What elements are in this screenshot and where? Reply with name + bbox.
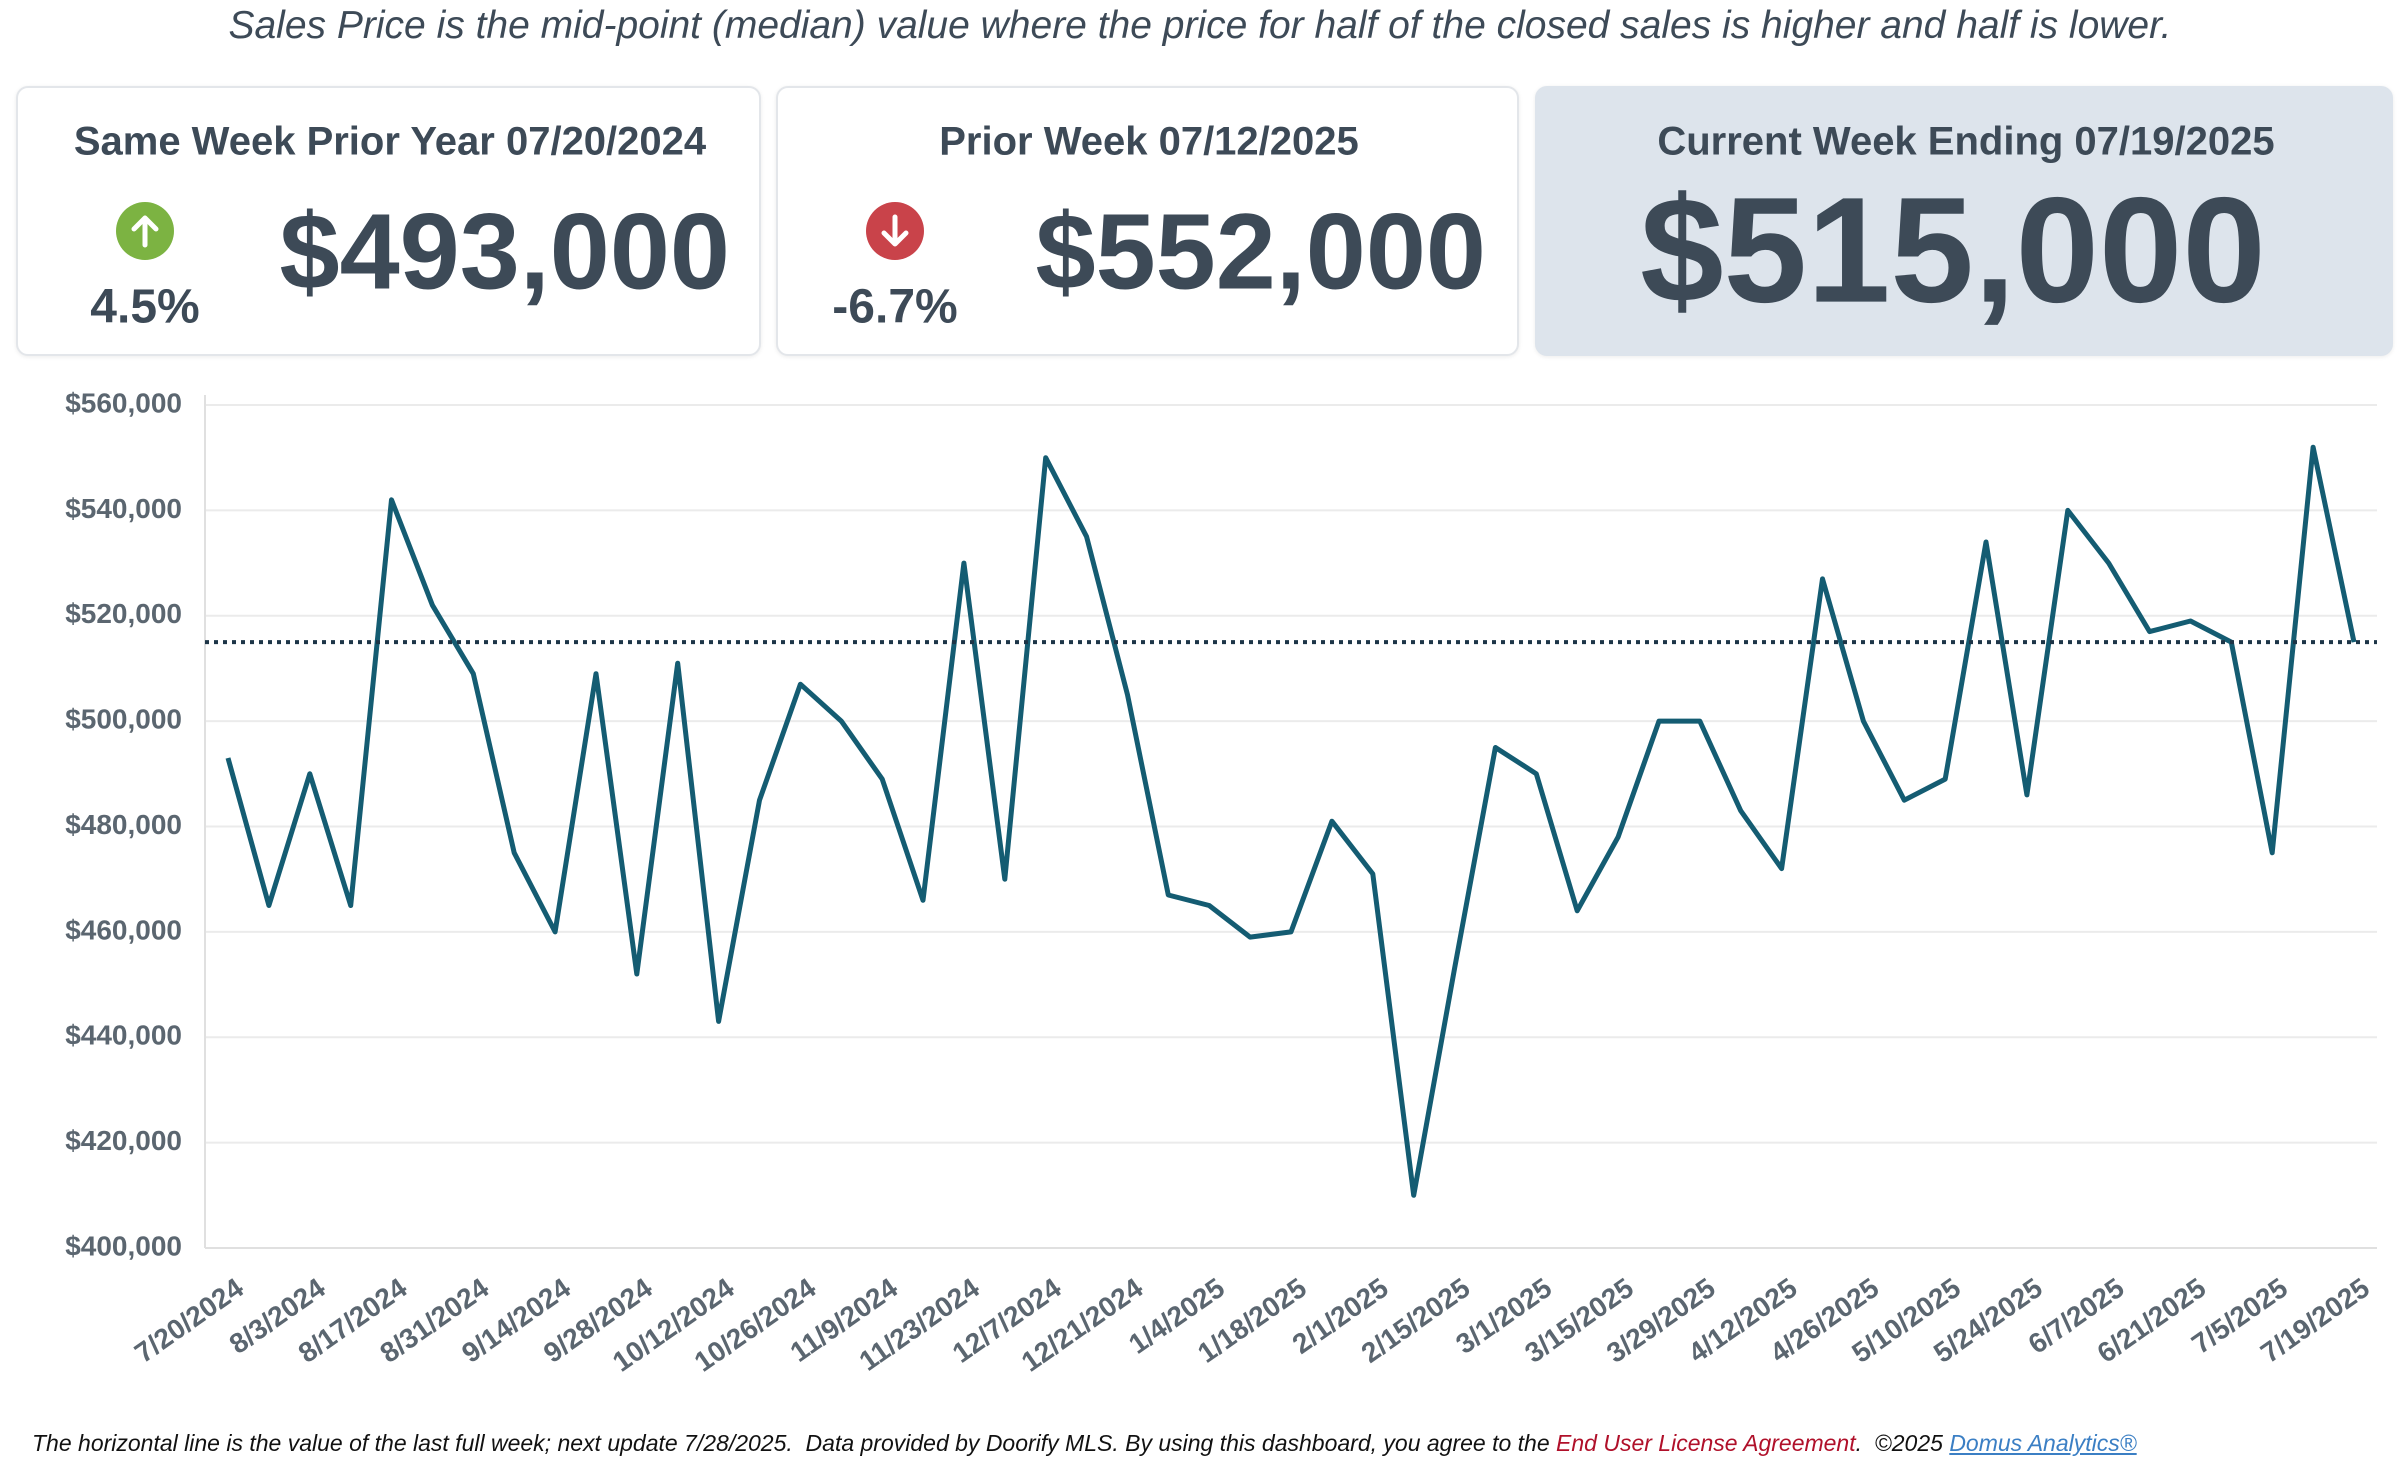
footer-text: . ©2025 xyxy=(1855,1430,1950,1456)
domus-link[interactable]: Domus Analytics® xyxy=(1949,1430,2137,1456)
card-graphic: Current Week Ending 07/19/2025 $515,000 xyxy=(1640,120,2274,334)
arrow-glyph xyxy=(881,214,909,247)
line-chart: $400,000 $420,000 $440,000 $460,000 $480,000… xyxy=(65,387,2377,1378)
change-arrow xyxy=(116,202,174,260)
subtitle: Sales Price is the mid-point (median) va… xyxy=(228,4,2172,47)
y-tick-label: $540,000 xyxy=(65,493,182,524)
card-graphic: Prior Week 07/12/2025 -6.7% $552,000 xyxy=(832,120,1486,334)
y-tick-label: $460,000 xyxy=(65,914,182,945)
footer: The horizontal line is the value of the … xyxy=(32,1430,2137,1457)
y-tick-label: $420,000 xyxy=(65,1125,182,1156)
y-tick-label: $440,000 xyxy=(65,1020,182,1051)
arrow-glyph xyxy=(131,215,159,248)
prior-week-card: Prior Week 07/12/2025 -6.7% $552,000 xyxy=(776,86,1519,356)
price-line xyxy=(225,444,2357,1198)
y-tick-label: $560,000 xyxy=(65,387,182,418)
prior-year-card: Same Week Prior Year 07/20/2024 4.5% $49… xyxy=(16,86,761,356)
y-tick-label: $480,000 xyxy=(65,809,182,840)
change-percent: 4.5% xyxy=(90,281,199,334)
card-graphic: Same Week Prior Year 07/20/2024 4.5% $49… xyxy=(74,120,730,334)
card-title: Same Week Prior Year 07/20/2024 xyxy=(74,120,707,164)
current-week-card: Current Week Ending 07/19/2025 $515,000 xyxy=(1535,86,2393,356)
y-tick-label: $500,000 xyxy=(65,704,182,735)
x-tick-label: 7/20/2024 xyxy=(129,1272,249,1369)
card-value: $552,000 xyxy=(1036,191,1486,312)
footer-text: The horizontal line is the value of the … xyxy=(32,1430,1557,1456)
card-value: $515,000 xyxy=(1640,166,2266,334)
card-title: Prior Week 07/12/2025 xyxy=(939,120,1359,164)
y-tick-label: $520,000 xyxy=(65,598,182,629)
y-tick-label: $400,000 xyxy=(65,1230,182,1261)
change-arrow xyxy=(866,202,924,260)
card-title: Current Week Ending 07/19/2025 xyxy=(1657,120,2274,164)
card-value: $493,000 xyxy=(280,191,730,312)
change-percent: -6.7% xyxy=(832,281,957,334)
eula-link[interactable]: End User License Agreement xyxy=(1556,1430,1856,1456)
